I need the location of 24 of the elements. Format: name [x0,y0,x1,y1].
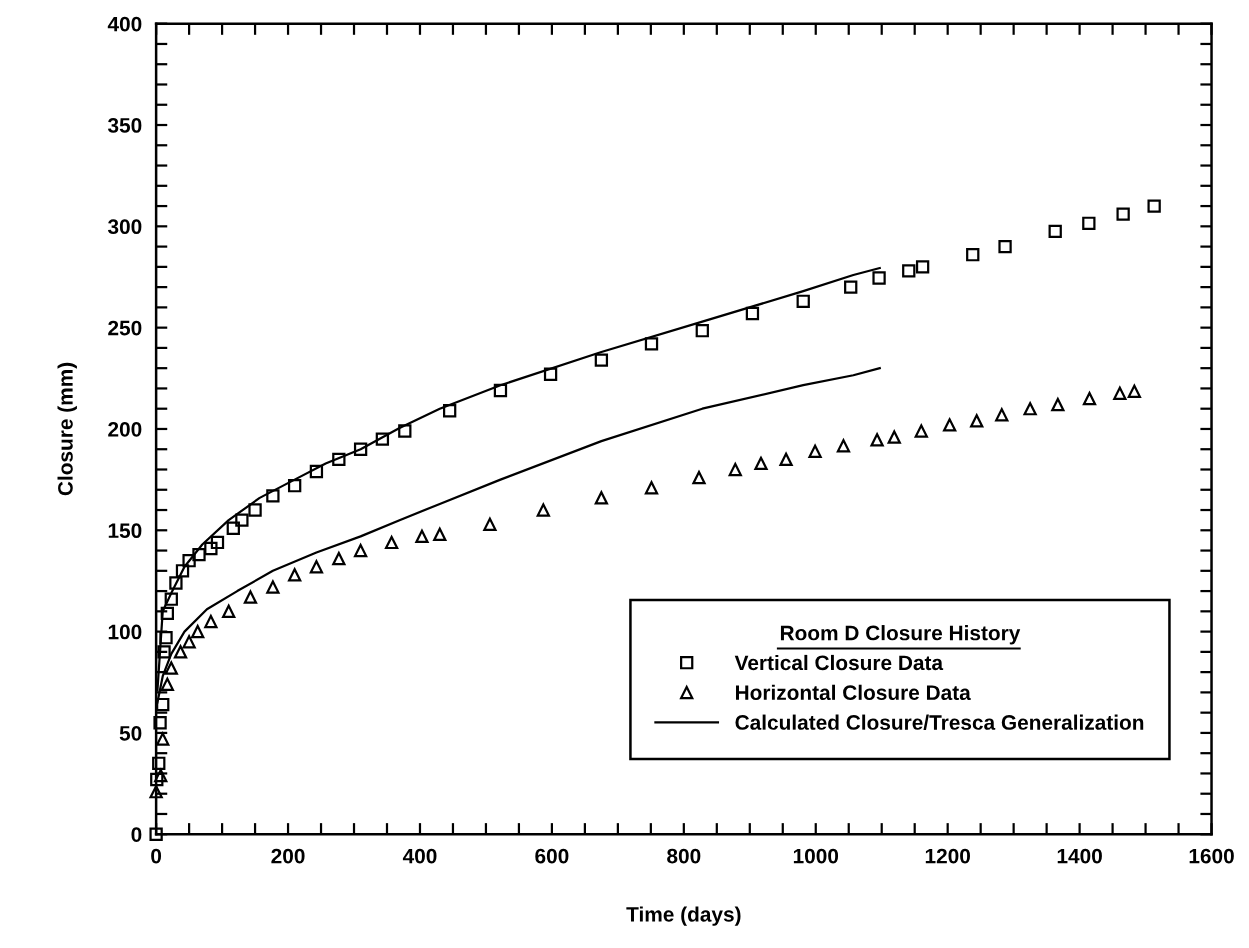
legend-title: Room D Closure History [780,625,1021,645]
y-tick-label: 200 [108,421,142,437]
x-tick-label: 1400 [1057,848,1102,864]
x-tick-label: 800 [667,848,701,864]
y-tick-label: 50 [119,725,142,741]
x-tick-label: 0 [151,848,162,864]
x-tick-label: 200 [271,848,305,864]
y-tick-label: 150 [108,523,142,539]
x-axis-title: Time (days) [626,906,741,926]
y-tick-label: 400 [107,16,142,32]
y-tick-label: 100 [108,624,142,640]
x-tick-label: 1200 [925,848,970,864]
y-axis-title: Closure (mm) [57,362,77,496]
x-tick-label: 1000 [793,848,839,864]
legend-label: Horizontal Closure Data [736,684,971,701]
x-tick-label: 400 [402,848,437,864]
legend-label: Vertical Closure Data [734,654,944,671]
x-tick-label: 600 [535,848,569,864]
y-tick-label: 300 [107,219,142,235]
y-tick-label: 250 [108,320,142,336]
y-tick-label: 0 [131,827,142,842]
y-tick-label: 350 [107,118,142,133]
x-tick-label: 1600 [1189,848,1234,864]
legend-label: Calculated Closure/Tresca Generalization [735,714,1144,731]
